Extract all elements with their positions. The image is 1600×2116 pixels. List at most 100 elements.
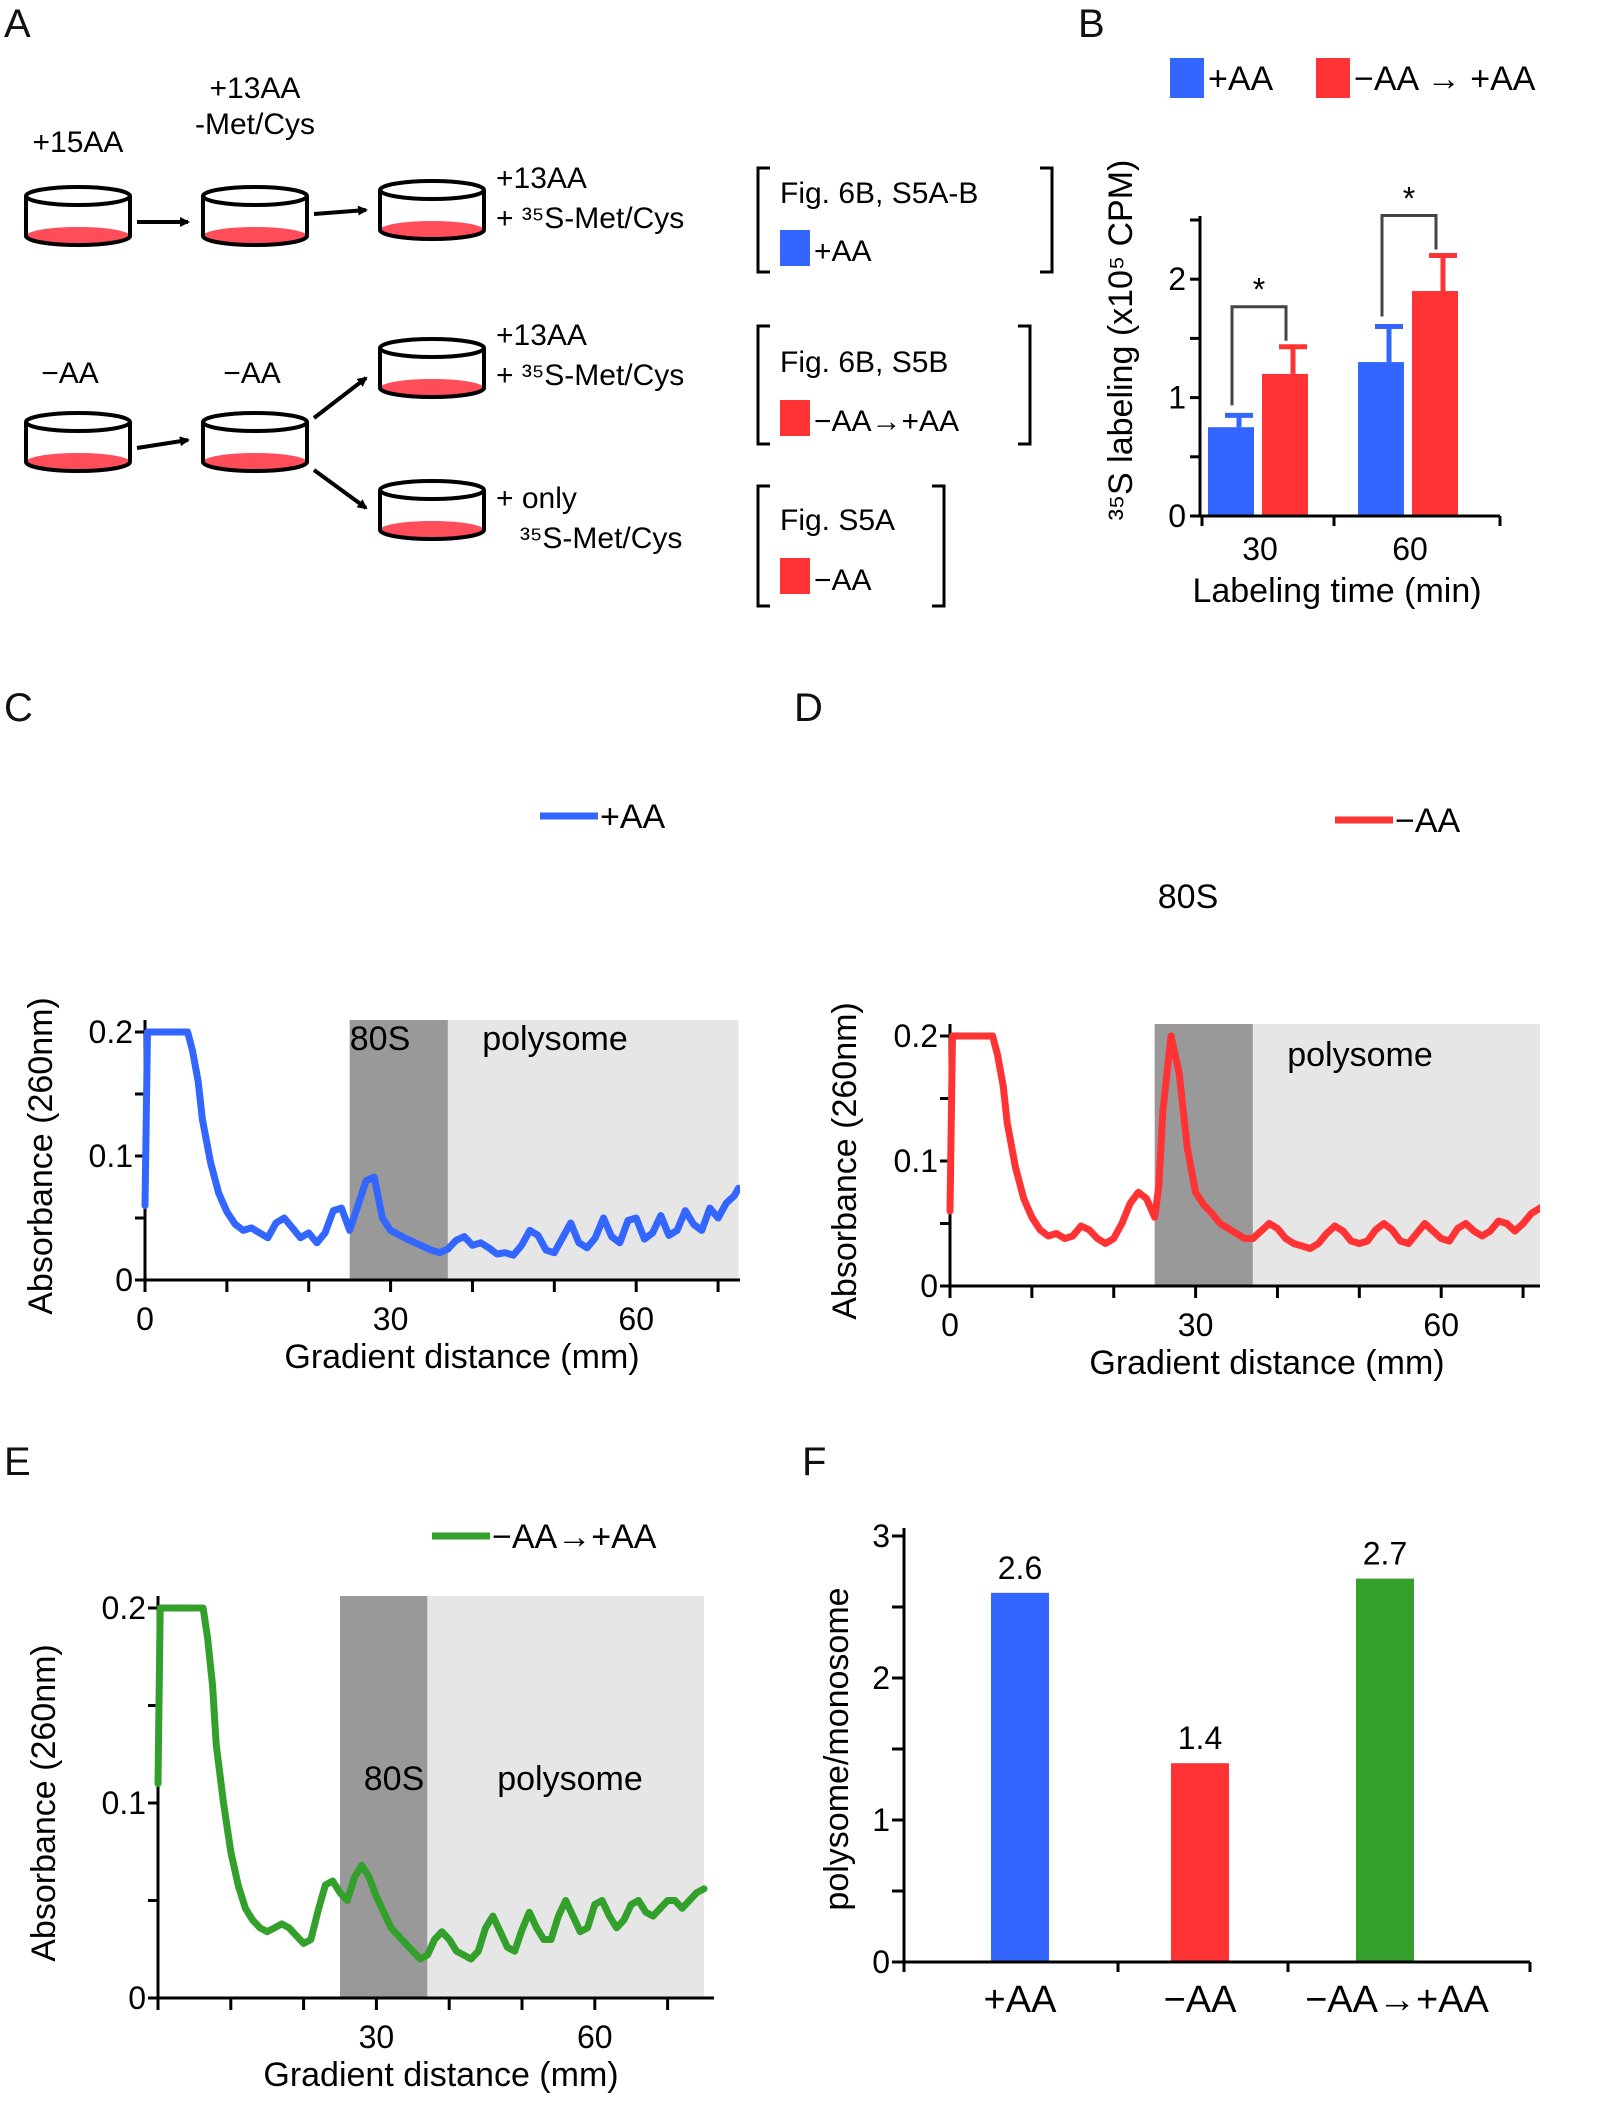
- region-label-polysome: polysome: [1287, 1036, 1433, 1074]
- region-label-80s: 80S: [364, 1760, 425, 1798]
- y-axis-title: Absorbance (260nm): [826, 1002, 864, 1320]
- region-80S: [349, 1020, 448, 1280]
- x-tick-label: −AA: [1164, 1979, 1238, 2021]
- y-tick-label: 1: [872, 1802, 890, 1838]
- row2-medium-line1: +13AA: [496, 319, 587, 352]
- x-tick-label: −AA→+AA: [1305, 1979, 1489, 2021]
- row3-medium-line1: + only: [496, 482, 577, 515]
- panel-label-e: E: [4, 1440, 31, 1484]
- legend-label: −AA: [1395, 802, 1461, 840]
- stage2-label-line1: +13AA: [210, 72, 301, 105]
- y-axis-title: Absorbance (260nm): [25, 1644, 63, 1962]
- profile-plus-aa-chart: 0 30 60 0 0.1 0.2 Gradient distance (mm) Absorb…: [22, 798, 740, 1376]
- x-axis-title: Gradient distance (mm): [284, 1338, 639, 1376]
- bar: [1262, 373, 1308, 516]
- x-tick-label: 30: [1178, 1307, 1214, 1343]
- region-80S: [340, 1596, 428, 1998]
- legend-swatch: [1316, 58, 1350, 98]
- minus-label-1: −AA: [41, 357, 99, 390]
- dish-5: [201, 411, 309, 473]
- y-tick-label: 3: [872, 1518, 890, 1554]
- y-tick-label: 0: [872, 1944, 890, 1980]
- x-tick-label: +AA: [984, 1979, 1058, 2021]
- legend-label: −AA → +AA: [1354, 60, 1536, 98]
- y-tick-label: 0.1: [894, 1143, 938, 1179]
- bar: [1171, 1763, 1229, 1962]
- region-label-80s: 80S: [1158, 878, 1219, 916]
- y-tick-label: 0: [920, 1268, 938, 1304]
- y-tick-label: 0: [1168, 498, 1186, 534]
- y-tick-label: 2: [872, 1660, 890, 1696]
- row1-swatch: [780, 230, 810, 266]
- y-tick-label: 0.2: [894, 1018, 938, 1054]
- row1-medium-line2: + ³⁵S-Met/Cys: [496, 202, 684, 235]
- region-polysome: [427, 1596, 704, 1998]
- bar-value-label: 2.7: [1363, 1536, 1407, 1572]
- x-tick-label: 60: [1423, 1307, 1459, 1343]
- dish-3: [378, 179, 486, 241]
- absorbance-curve: [154, 1604, 708, 1963]
- y-tick-label: 0: [128, 1980, 146, 2016]
- row2-medium-line2: + ³⁵S-Met/Cys: [496, 359, 684, 392]
- region-label-polysome: polysome: [482, 1020, 628, 1058]
- profile-readd-aa-chart: 30 60 0 0.1 0.2 Gradient distance (mm) Absorba…: [25, 1518, 714, 2094]
- x-axis-title: Labeling time (min): [1192, 572, 1481, 610]
- stage2-label-line2: -Met/Cys: [195, 108, 315, 141]
- bar-value-label: 2.6: [998, 1550, 1042, 1586]
- absorbance-curve: [141, 1028, 740, 1259]
- dish-2: [201, 185, 309, 247]
- x-tick-label: 60: [618, 1301, 654, 1337]
- dish-4: [24, 411, 132, 473]
- panel-label-d: D: [794, 686, 823, 730]
- bar: [1356, 1578, 1414, 1962]
- y-axis-title: Absorbance (260nm): [22, 997, 60, 1315]
- significance-bracket: [1380, 214, 1438, 317]
- y-tick-label: 1: [1168, 380, 1186, 416]
- x-tick-label: 0: [941, 1307, 959, 1343]
- panel-label-a: A: [4, 2, 31, 46]
- y-tick-label: 0.1: [102, 1785, 146, 1821]
- y-tick-label: 2: [1168, 261, 1186, 297]
- row3-ref: Fig. S5A: [780, 504, 895, 537]
- panel-label-f: F: [802, 1440, 827, 1484]
- region-label-80s: 80S: [350, 1020, 411, 1058]
- row2-ref: Fig. 6B, S5B: [780, 346, 948, 379]
- row2-swatch: [780, 400, 810, 436]
- bar: [1358, 362, 1404, 516]
- labeling-bar-chart: +AA −AA → +AA * * 0 1 2 30 60 Labeling time (min)…: [1102, 58, 1536, 610]
- panel-label-b: B: [1078, 2, 1105, 46]
- x-tick-label: 60: [1392, 531, 1428, 567]
- bar-value-label: 1.4: [1178, 1720, 1222, 1756]
- x-tick-label: 60: [577, 2019, 613, 2055]
- row1-medium-line1: +13AA: [496, 162, 587, 195]
- x-axis-title: Gradient distance (mm): [263, 2056, 618, 2094]
- row3-swatch: [780, 558, 810, 594]
- profile-minus-aa-chart: 0 30 60 0 0.1 0.2 Gradient distance (mm) Absorb…: [826, 802, 1540, 1382]
- panel-label-c: C: [4, 686, 33, 730]
- x-tick-label: 30: [1242, 531, 1278, 567]
- legend-label: +AA: [1208, 60, 1274, 98]
- x-axis-title: Gradient distance (mm): [1089, 1344, 1444, 1382]
- schematic-panel: +15AA +13AA -Met/Cys +13AA + ³⁵S-Met/Cys…: [24, 72, 1054, 608]
- row1-ref: Fig. 6B, S5A-B: [780, 177, 978, 210]
- minus-label-2: −AA: [223, 357, 281, 390]
- region-label-polysome: polysome: [497, 1760, 643, 1798]
- ratio-bar-chart: 2.6 1.4 2.7 0 1 2 3 +AA −AA −AA→+AA polysome/monos…: [818, 1518, 1532, 2021]
- stage1-label: +15AA: [33, 126, 124, 159]
- legend-swatch: [1170, 58, 1204, 98]
- y-tick-label: 0.2: [89, 1014, 133, 1050]
- dish-7: [378, 479, 486, 541]
- y-tick-label: 0.2: [102, 1590, 146, 1626]
- significance-mark: *: [1403, 181, 1415, 217]
- y-tick-label: 0.1: [89, 1138, 133, 1174]
- y-axis-title: polysome/monosome: [818, 1587, 856, 1910]
- x-tick-label: 30: [373, 1301, 409, 1337]
- bar: [991, 1592, 1049, 1962]
- legend-label: −AA→+AA: [492, 1518, 657, 1556]
- bar: [1412, 291, 1458, 516]
- row3-legend: −AA: [814, 564, 872, 597]
- absorbance-curve: [946, 1032, 1540, 1252]
- x-tick-label: 30: [359, 2019, 395, 2055]
- significance-bracket: [1230, 305, 1288, 406]
- x-tick-label: 0: [136, 1301, 154, 1337]
